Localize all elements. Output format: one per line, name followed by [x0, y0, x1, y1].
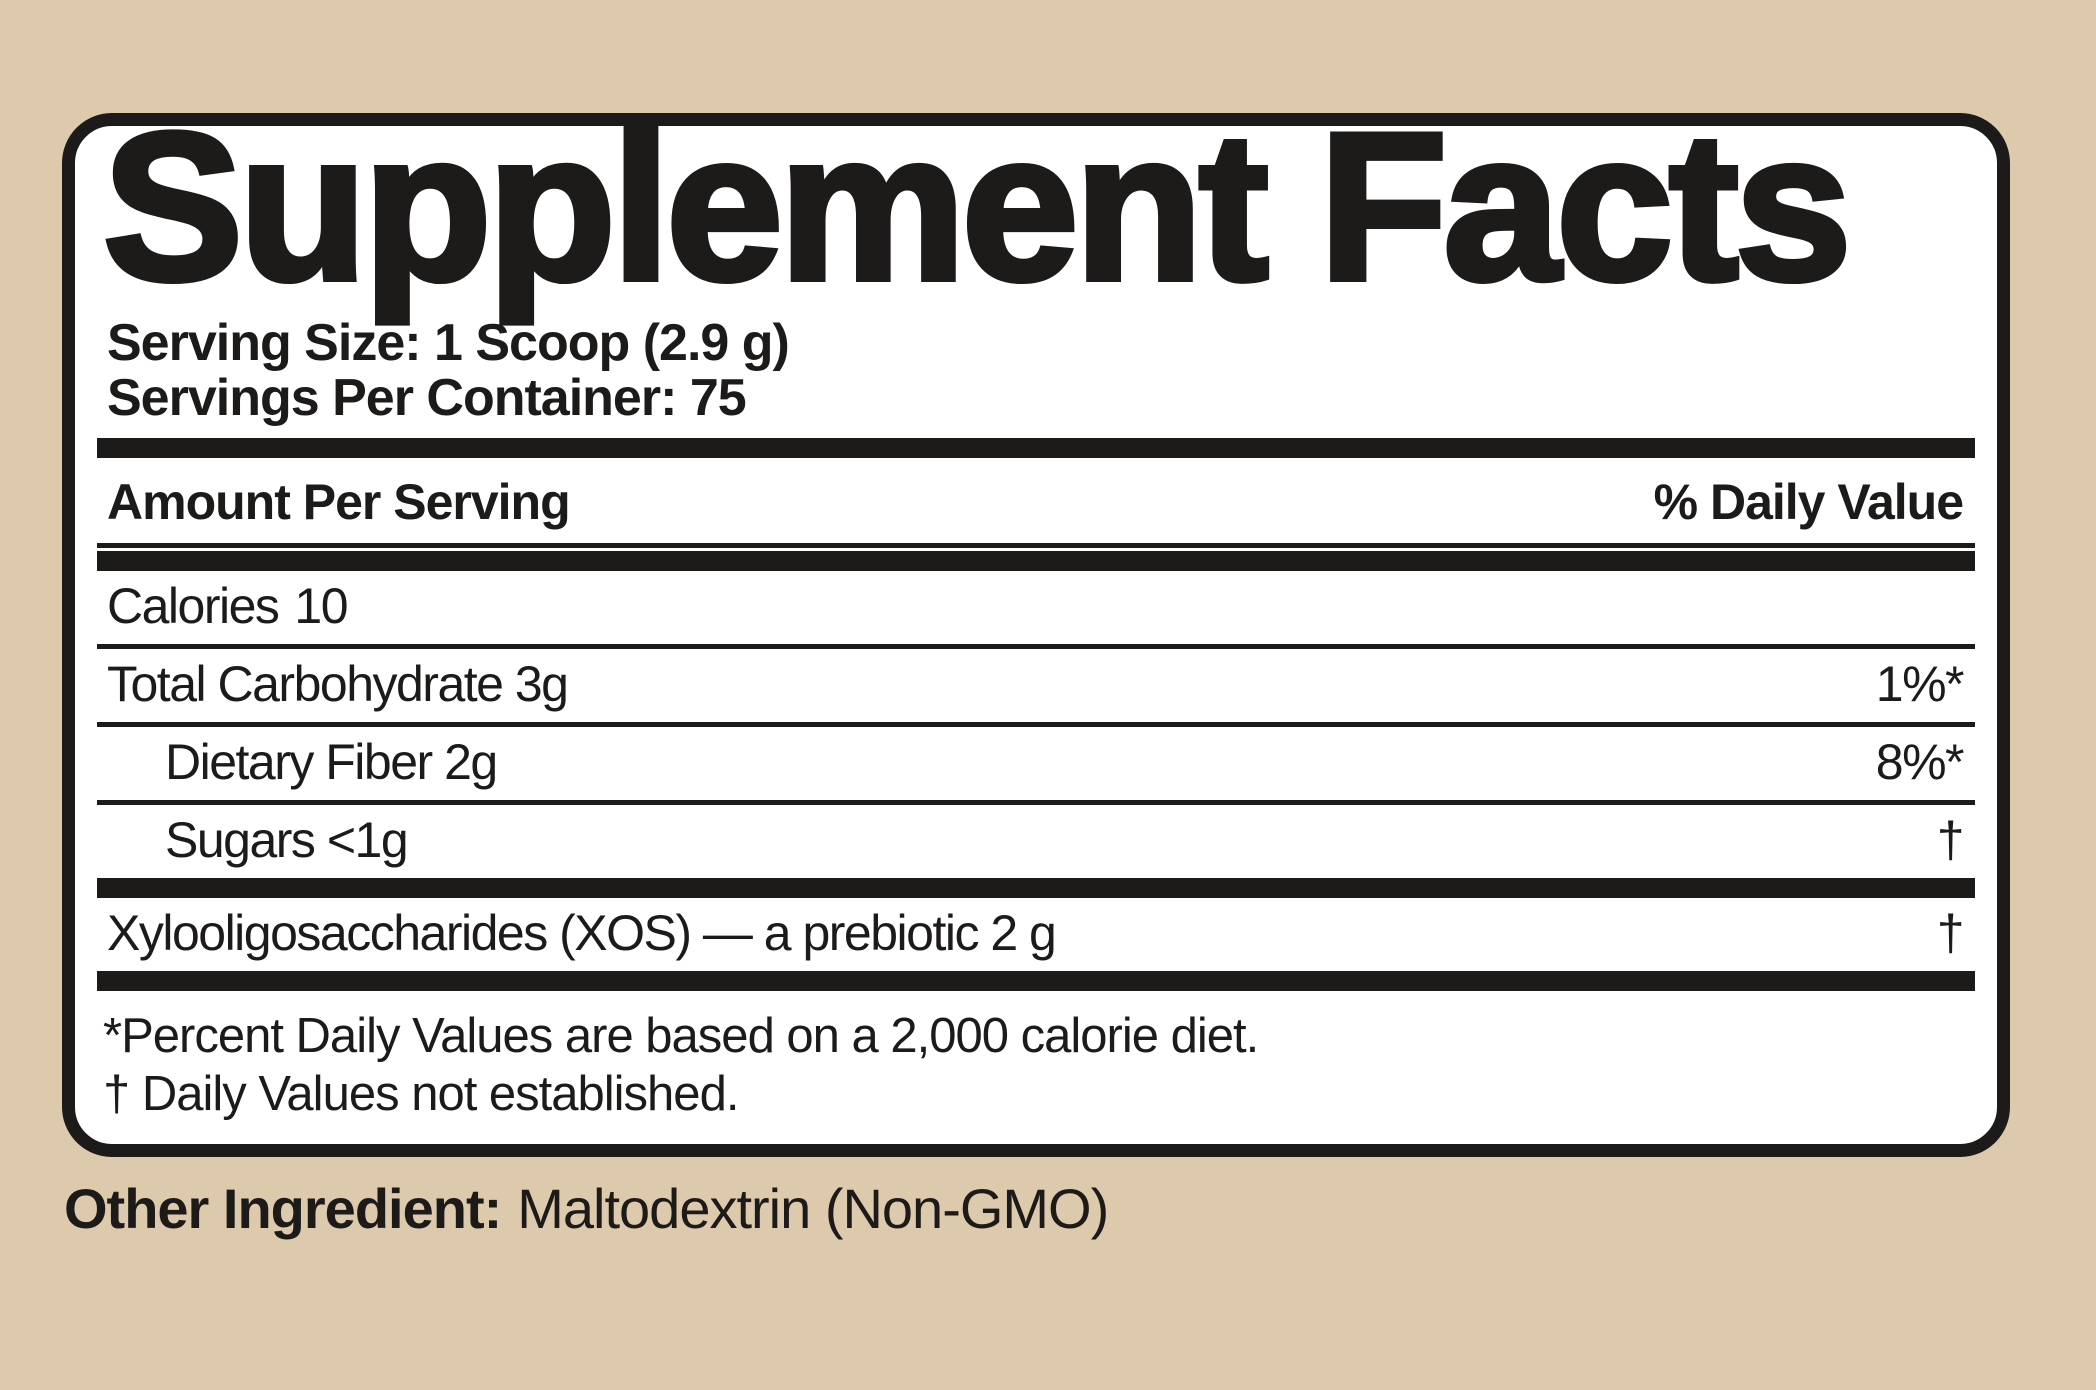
nutrient-name: Dietary Fiber 2g: [165, 734, 498, 790]
serving-size: Serving Size: 1 Scoop (2.9 g): [107, 314, 790, 372]
daily-value: 1%*: [1875, 656, 1965, 712]
daily-value: †: [1936, 905, 1965, 961]
table-row-calories: Calories 10: [97, 571, 1975, 644]
nutrient-name: Total Carbohydrate 3g: [107, 656, 569, 712]
divider-thin: [97, 722, 1975, 727]
supplement-facts-panel: Supplement Facts Serving Size: 1 Scoop (…: [62, 99, 2010, 1157]
other-ingredient: Other Ingredient: Maltodextrin (Non-GMO): [64, 1177, 1109, 1240]
other-ingredient-value: Maltodextrin (Non-GMO): [517, 1177, 1109, 1240]
table-row-dietary-fiber: Dietary Fiber 2g 8%*: [97, 727, 1975, 800]
table-row-total-carbohydrate: Total Carbohydrate 3g 1%*: [97, 649, 1975, 722]
nutrient-name: Sugars <1g: [165, 812, 409, 868]
nutrient-name: Calories 10: [107, 578, 349, 635]
divider-thick: [97, 878, 1975, 898]
divider-thick: [97, 438, 1975, 458]
table-row-xylooligosaccharides: Xylooligosaccharides (XOS) — a prebiotic…: [97, 898, 1975, 971]
divider-thin: [97, 800, 1975, 805]
divider-thin: [97, 644, 1975, 649]
daily-value-header: % Daily Value: [1653, 474, 1964, 530]
other-ingredient-label: Other Ingredient:: [64, 1177, 502, 1240]
footnote-percent-daily-values: *Percent Daily Values are based on a 2,0…: [103, 1009, 1259, 1063]
divider-thick: [97, 551, 1975, 571]
divider-thin: [97, 543, 1975, 548]
daily-value: †: [1936, 812, 1965, 868]
nutrient-name: Xylooligosaccharides (XOS) — a prebiotic…: [107, 905, 1057, 961]
panel-title: Supplement Facts: [100, 89, 1855, 324]
servings-per-container: Servings Per Container: 75: [107, 369, 747, 427]
table-row-sugars: Sugars <1g †: [97, 805, 1975, 878]
daily-value: 8%*: [1875, 734, 1965, 790]
footnote-daily-values-not-established: † Daily Values not established.: [103, 1067, 739, 1121]
divider-thick: [97, 971, 1975, 991]
nutrient-amount: 10: [294, 578, 348, 634]
amount-per-serving-header: Amount Per Serving: [107, 474, 571, 530]
column-header-row: Amount Per Serving % Daily Value: [97, 458, 1975, 543]
nutrient-name-text: Calories: [107, 578, 280, 634]
